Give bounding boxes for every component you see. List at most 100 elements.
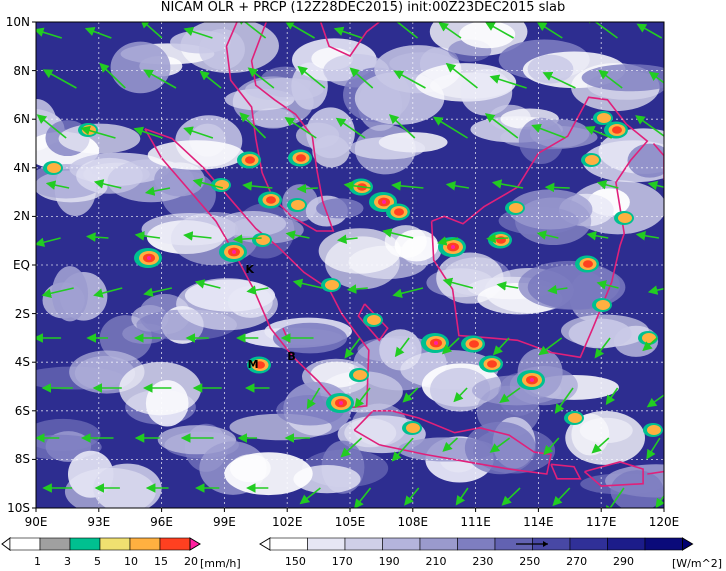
wind-arrow	[144, 186, 171, 196]
precip-cell	[434, 341, 438, 345]
olr-patch	[610, 470, 664, 508]
olr-patch	[141, 213, 238, 246]
wind-arrow	[455, 487, 469, 506]
wind-arrow	[236, 22, 267, 39]
wind-arrow	[655, 494, 664, 508]
wind-arrow	[543, 437, 560, 456]
wind-arrow	[382, 228, 414, 239]
precip-cell	[469, 340, 479, 348]
precip-cell	[266, 196, 276, 204]
wind-arrow	[442, 277, 474, 289]
olr-color-box	[307, 537, 346, 551]
wind-arrow	[596, 180, 619, 190]
wind-arrow	[239, 112, 267, 139]
y-axis-label: 6S	[14, 403, 30, 418]
wind-arrow	[432, 116, 468, 139]
wind-arrow	[647, 285, 664, 295]
precip-cell	[47, 163, 61, 173]
y-axis-label: 4N	[13, 160, 30, 175]
x-axis-label: 111E	[460, 515, 491, 529]
y-axis-label: 2N	[13, 209, 30, 224]
wind-arrow	[636, 23, 663, 39]
y-axis-label: 8S	[14, 452, 30, 467]
olr-legend-tick: 210	[425, 555, 447, 568]
wind-arrow	[192, 178, 224, 189]
wind-arrow	[486, 233, 509, 244]
wind-arrow	[284, 116, 317, 139]
olr-patch	[627, 143, 664, 178]
wind-arrow	[36, 237, 61, 247]
coastline	[353, 410, 552, 475]
olr-color-box	[457, 537, 496, 551]
wind-arrow	[554, 387, 574, 414]
precip-color-box	[9, 537, 41, 551]
precip-color-box	[159, 537, 191, 551]
wind-arrow	[584, 22, 618, 39]
precip-cell	[394, 208, 404, 216]
olr-patch	[51, 266, 89, 322]
precip-colorbar	[1, 537, 201, 551]
wind-arrow	[404, 487, 420, 506]
colorbar-arrow-right	[189, 537, 201, 551]
x-axis-label: 99E	[212, 515, 236, 529]
olr-legend-tick: 170	[331, 555, 353, 568]
wind-arrow	[538, 337, 563, 356]
wind-arrow	[489, 74, 527, 89]
wind-arrow	[438, 22, 462, 39]
precip-legend-tick: 1	[34, 555, 41, 568]
olr-color-box	[569, 537, 608, 551]
wind-arrow	[635, 115, 664, 138]
precip-cell	[325, 280, 339, 290]
wind-arrow	[42, 69, 77, 89]
olr-patch	[344, 418, 397, 448]
precip-cell	[353, 370, 367, 380]
precip-cell	[382, 200, 386, 204]
wind-arrow	[93, 287, 123, 298]
olr-patch	[147, 140, 245, 170]
olr-patch	[58, 123, 141, 154]
location-marker-k: K	[245, 262, 255, 276]
olr-patch	[394, 229, 439, 262]
wind-arrow	[485, 22, 514, 39]
precip-color-box	[99, 537, 131, 551]
wind-arrow	[442, 437, 459, 452]
wind-arrow	[139, 22, 163, 39]
wind-arrow	[642, 337, 658, 352]
olr-legend-tick: 230	[472, 555, 494, 568]
wind-arrow	[143, 69, 177, 89]
wind-arrow	[391, 181, 424, 191]
x-axis-label: 90E	[24, 515, 48, 529]
precip-unit: [mm/h]	[200, 557, 241, 570]
coastline	[225, 22, 335, 232]
wind-arrow	[41, 287, 74, 298]
precip-cell	[296, 154, 306, 162]
wind-arrow	[36, 27, 63, 39]
wind-arrow	[591, 437, 610, 454]
precip-cell	[530, 378, 534, 382]
wind-arrow	[536, 22, 563, 39]
wind-arrow	[635, 231, 660, 241]
wind-arrow	[436, 236, 459, 246]
precip-cell	[291, 200, 305, 210]
wind-arrow	[45, 180, 70, 190]
wind-arrow	[647, 180, 664, 191]
wind-arrow	[445, 62, 478, 89]
precip-cell	[647, 425, 661, 435]
wind-arrow	[547, 284, 568, 295]
precip-legend-tick: 20	[184, 555, 198, 568]
wind-arrow	[536, 230, 559, 240]
olr-patch	[568, 318, 632, 349]
wind-arrow	[133, 126, 163, 139]
olr-color-box	[607, 537, 646, 551]
wind-arrow	[296, 183, 318, 194]
wind-arrow	[299, 487, 321, 505]
olr-legend-tick: 270	[566, 555, 588, 568]
wind-arrow	[594, 337, 611, 359]
olr-color-box	[344, 537, 383, 551]
precip-cell	[256, 235, 270, 245]
wind-arrow	[605, 387, 619, 406]
precip-cell	[487, 360, 497, 368]
precip-cell	[245, 156, 255, 164]
wind-arrow	[285, 230, 310, 240]
y-axis-label: 8N	[13, 63, 30, 78]
